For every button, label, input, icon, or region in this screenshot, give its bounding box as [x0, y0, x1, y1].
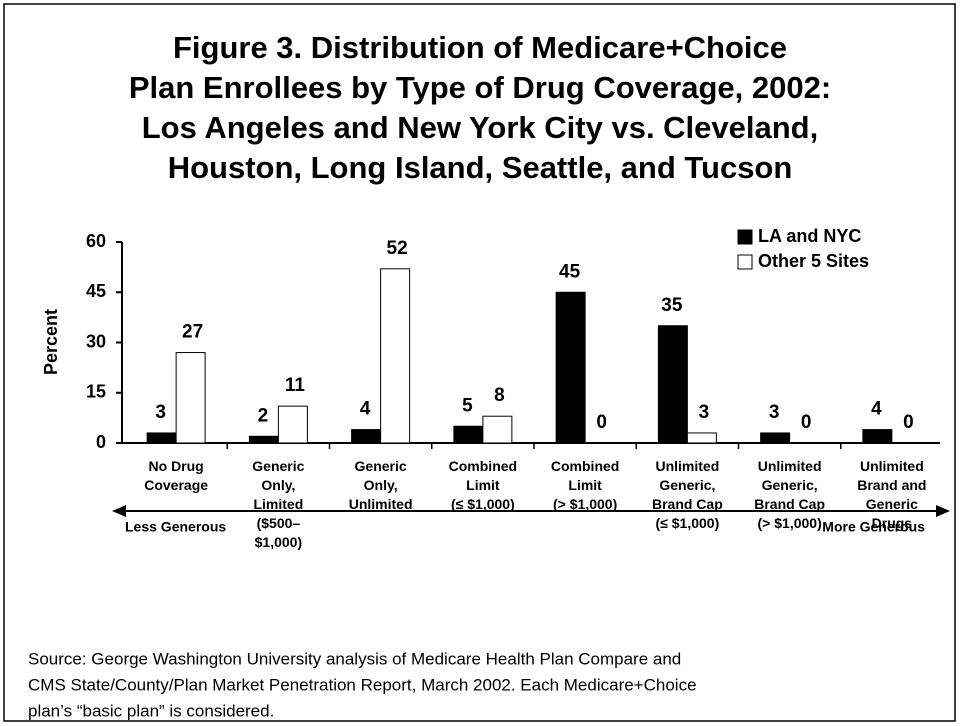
y-axis-label: Percent [41, 309, 61, 375]
chart-title: Los Angeles and New York City vs. Clevel… [142, 110, 818, 145]
source-note: plan’s “basic plan” is considered. [28, 701, 274, 720]
data-label: 0 [903, 412, 914, 433]
y-tick-label: 0 [96, 432, 106, 452]
data-label: 45 [559, 261, 581, 282]
bar [146, 432, 177, 444]
y-tick-label: 45 [86, 281, 106, 301]
bar [277, 405, 308, 444]
legend-label: LA and NYC [758, 226, 861, 246]
annotation: More Generous [822, 519, 925, 535]
bar [657, 325, 688, 444]
legend-label: Other 5 Sites [758, 251, 869, 271]
x-tick-label: No Drug Coverage [144, 458, 208, 493]
bar [248, 435, 279, 444]
bar [760, 432, 791, 444]
bar [862, 429, 893, 444]
bar [453, 425, 484, 444]
y-tick-label: 15 [86, 382, 106, 402]
data-label: 4 [360, 399, 371, 420]
data-label: 11 [285, 375, 306, 396]
x-tick-label: Generic Only, Limited ($500– $1,000) [252, 458, 304, 550]
x-tick-label: Generic Only, Unlimited [349, 458, 413, 512]
data-label: 8 [494, 385, 505, 406]
data-label: 5 [462, 395, 473, 416]
chart-title: Figure 3. Distribution of Medicare+Choic… [173, 30, 787, 65]
x-tick-label: Combined Limit (≤ $1,000) [449, 458, 517, 512]
y-tick-label: 30 [86, 331, 106, 351]
arrow-head [112, 505, 126, 517]
data-label: 35 [661, 295, 683, 316]
data-label: 2 [258, 405, 269, 426]
data-label: 52 [387, 238, 408, 259]
legend-swatch [737, 229, 753, 245]
data-label: 0 [596, 412, 607, 433]
data-label: 3 [769, 402, 780, 423]
arrow-head [936, 505, 950, 517]
data-label: 3 [699, 402, 710, 423]
x-tick-label: Unlimited Generic, Brand Cap (> $1,000) [754, 458, 825, 531]
bar [351, 429, 382, 444]
legend-swatch [737, 254, 753, 270]
bar [482, 415, 513, 444]
x-tick-label: Unlimited Brand and Generic Drugs [857, 458, 926, 531]
chart-title: Plan Enrollees by Type of Drug Coverage,… [129, 70, 831, 105]
bar [175, 352, 206, 444]
bar [686, 432, 717, 444]
source-note: CMS State/County/Plan Market Penetration… [28, 675, 697, 694]
bar [380, 268, 411, 444]
data-label: 0 [801, 412, 812, 433]
data-label: 27 [182, 322, 203, 343]
annotation: Less Generous [125, 519, 226, 535]
bar [555, 291, 586, 444]
data-label: 3 [155, 402, 166, 423]
data-label: 4 [871, 399, 882, 420]
x-tick-label: Unlimited Generic, Brand Cap (≤ $1,000) [652, 458, 723, 531]
x-tick-label: Combined Limit (> $1,000) [551, 458, 619, 512]
source-note: Source: George Washington University ana… [28, 649, 681, 668]
chart-title: Houston, Long Island, Seattle, and Tucso… [168, 150, 793, 185]
frame [3, 3, 956, 722]
y-tick-label: 60 [86, 231, 106, 251]
